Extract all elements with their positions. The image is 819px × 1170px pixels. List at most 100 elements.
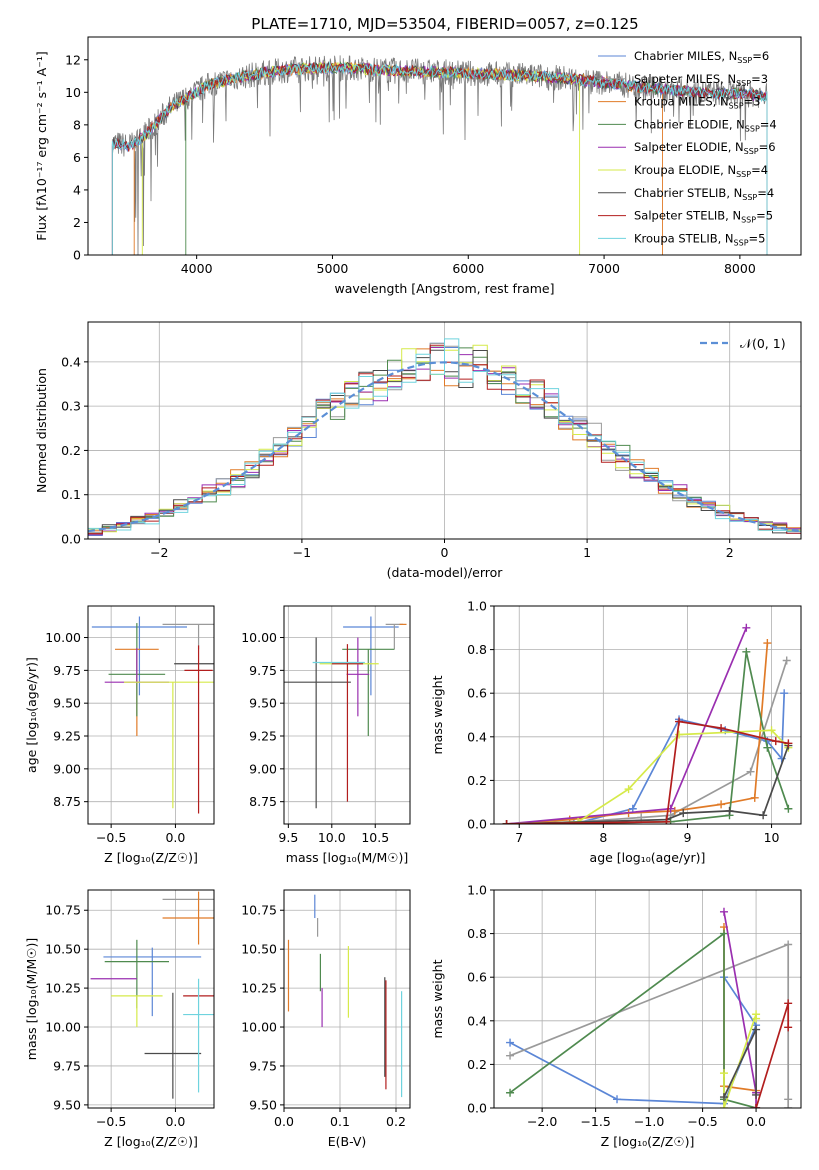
legend-label: 𝒩(0, 1) — [740, 336, 786, 351]
legend-label: Kroupa STELIB, NSSP=5 — [634, 231, 765, 247]
legend-label: Salpeter MILES, NSSP=3 — [634, 72, 768, 88]
y-axis-label: mass weight — [430, 675, 445, 754]
y-tick-label: 9.75 — [53, 1058, 81, 1073]
y-tick-label: 8.75 — [53, 794, 81, 809]
x-axis-label: wavelength [Angstrom, rest frame] — [334, 281, 554, 296]
series-marker — [613, 1095, 622, 1104]
series-marker — [719, 907, 728, 916]
y-tick-label: 0.4 — [467, 1013, 487, 1028]
x-tick-label: 0.0 — [746, 1114, 766, 1129]
y-tick-label: 9.50 — [249, 1097, 277, 1112]
legend-count: =3 — [744, 95, 761, 109]
legend-subscript: SSP — [736, 170, 751, 179]
series-marker — [746, 767, 755, 776]
y-tick-label: 9.25 — [249, 729, 277, 744]
model-line-7 — [111, 61, 768, 255]
y-tick-label: 0.2 — [467, 773, 487, 788]
x-tick-label: 0.0 — [165, 830, 185, 845]
legend-subscript: SSP — [742, 193, 757, 202]
series-line-6 — [506, 745, 790, 824]
x-tick-label: −0.5 — [96, 1114, 126, 1129]
series-marker — [506, 1051, 515, 1060]
series-marker — [780, 689, 789, 698]
x-tick-label: 7 — [515, 830, 523, 845]
series-marker — [506, 1088, 515, 1097]
y-tick-label: 0 — [73, 248, 81, 263]
series-marker — [763, 639, 772, 648]
chart-age-vs-Z: −0.5 0.0 8.75 9.00 9.25 9.50 9.75 10.00 Z [log₁₀… — [24, 605, 215, 865]
x-axis-label: Z [log₁₀(Z/Z☉)] — [104, 850, 198, 865]
axes-frame — [283, 605, 411, 825]
legend-count: =5 — [749, 231, 766, 245]
series-marker — [771, 737, 780, 746]
series-marker — [784, 999, 793, 1008]
y-tick-label: 0.8 — [467, 926, 487, 941]
y-tick-label: 9.50 — [53, 1097, 81, 1112]
y-tick-label: 10.00 — [45, 630, 81, 645]
y-tick-label: 10.25 — [45, 981, 81, 996]
y-tick-label: 8.75 — [249, 794, 277, 809]
y-tick-label: 0.0 — [467, 1101, 487, 1116]
series-marker — [784, 1104, 793, 1108]
x-tick-label: 10.0 — [318, 830, 346, 845]
figure-title: PLATE=1710, MJD=53504, FIBERID=0057, z=0… — [251, 15, 638, 33]
x-axis-label: Z [log₁₀(Z/Z☉)] — [601, 1134, 695, 1149]
series-marker — [767, 726, 776, 735]
observed-spectrum-line — [112, 55, 768, 255]
y-tick-label: 10.50 — [45, 942, 81, 957]
plot-area-residuals — [88, 338, 801, 536]
series-line-3 — [509, 931, 757, 1108]
x-tick-label: 6000 — [452, 261, 484, 276]
y-tick-label: 6 — [73, 150, 81, 165]
series-line-7 — [755, 1003, 790, 1108]
series-marker — [679, 809, 688, 818]
y-tick-label: 9.50 — [249, 696, 277, 711]
legend-count: =3 — [751, 72, 768, 86]
legend-subscript: SSP — [736, 79, 751, 88]
legend-count: =4 — [757, 186, 774, 200]
series-line-5 — [506, 729, 790, 824]
series-marker — [725, 806, 734, 815]
y-tick-label: 9.00 — [249, 761, 277, 776]
legend-count: =6 — [759, 140, 776, 154]
x-tick-label: 2 — [726, 545, 734, 560]
y-tick-label: 0.0 — [61, 532, 81, 547]
y-tick-label: 4 — [73, 182, 81, 197]
axes-frame — [283, 889, 411, 1109]
x-tick-label: 7000 — [588, 261, 620, 276]
x-tick-label: 10.5 — [361, 830, 389, 845]
y-tick-label: 10.75 — [45, 903, 81, 918]
legend-label: Chabrier MILES, NSSP=6 — [634, 49, 769, 65]
y-tick-label: 9.75 — [249, 663, 277, 678]
x-tick-label: 9.5 — [278, 830, 298, 845]
y-axis-label: mass weight — [430, 959, 445, 1038]
x-tick-label: 1 — [583, 545, 591, 560]
chart-mass-weight-vs-age: 7 8 9 10 0.0 0.2 0.4 0.6 0.8 1.0 age [log₁₀(age/yr… — [430, 599, 802, 865]
chart-mass-vs-EBV: 0.0 0.1 0.2 9.50 9.75 10.00 10.25 10.50 10.75 E(B… — [241, 889, 411, 1149]
axes-frame — [87, 36, 802, 256]
x-tick-label: 4000 — [181, 261, 213, 276]
y-tick-label: 10.25 — [241, 981, 277, 996]
legend-subscript: SSP — [745, 124, 760, 133]
y-tick-label: 10.50 — [241, 942, 277, 957]
series-marker — [752, 1090, 761, 1099]
x-tick-label: 8000 — [724, 261, 756, 276]
y-tick-label: 0.2 — [61, 443, 81, 458]
y-tick-label: 0.0 — [467, 817, 487, 832]
series-marker — [752, 1014, 761, 1023]
y-tick-label: 2 — [73, 215, 81, 230]
y-tick-label: 0.1 — [61, 487, 81, 502]
series-line-0 — [506, 693, 786, 824]
x-axis-label: (data-model)/error — [387, 565, 504, 580]
series-marker — [784, 940, 793, 949]
x-tick-label: 5000 — [317, 261, 349, 276]
plot-area-mass-weight-vs-age — [502, 623, 793, 824]
x-tick-label: −1 — [293, 545, 311, 560]
legend-count: =4 — [751, 163, 768, 177]
y-tick-label: 0.8 — [467, 642, 487, 657]
series-line-4 — [723, 911, 757, 1108]
x-tick-label: 0.0 — [165, 1114, 185, 1129]
y-tick-label: 0.4 — [467, 729, 487, 744]
y-tick-label: 0.6 — [467, 970, 487, 985]
